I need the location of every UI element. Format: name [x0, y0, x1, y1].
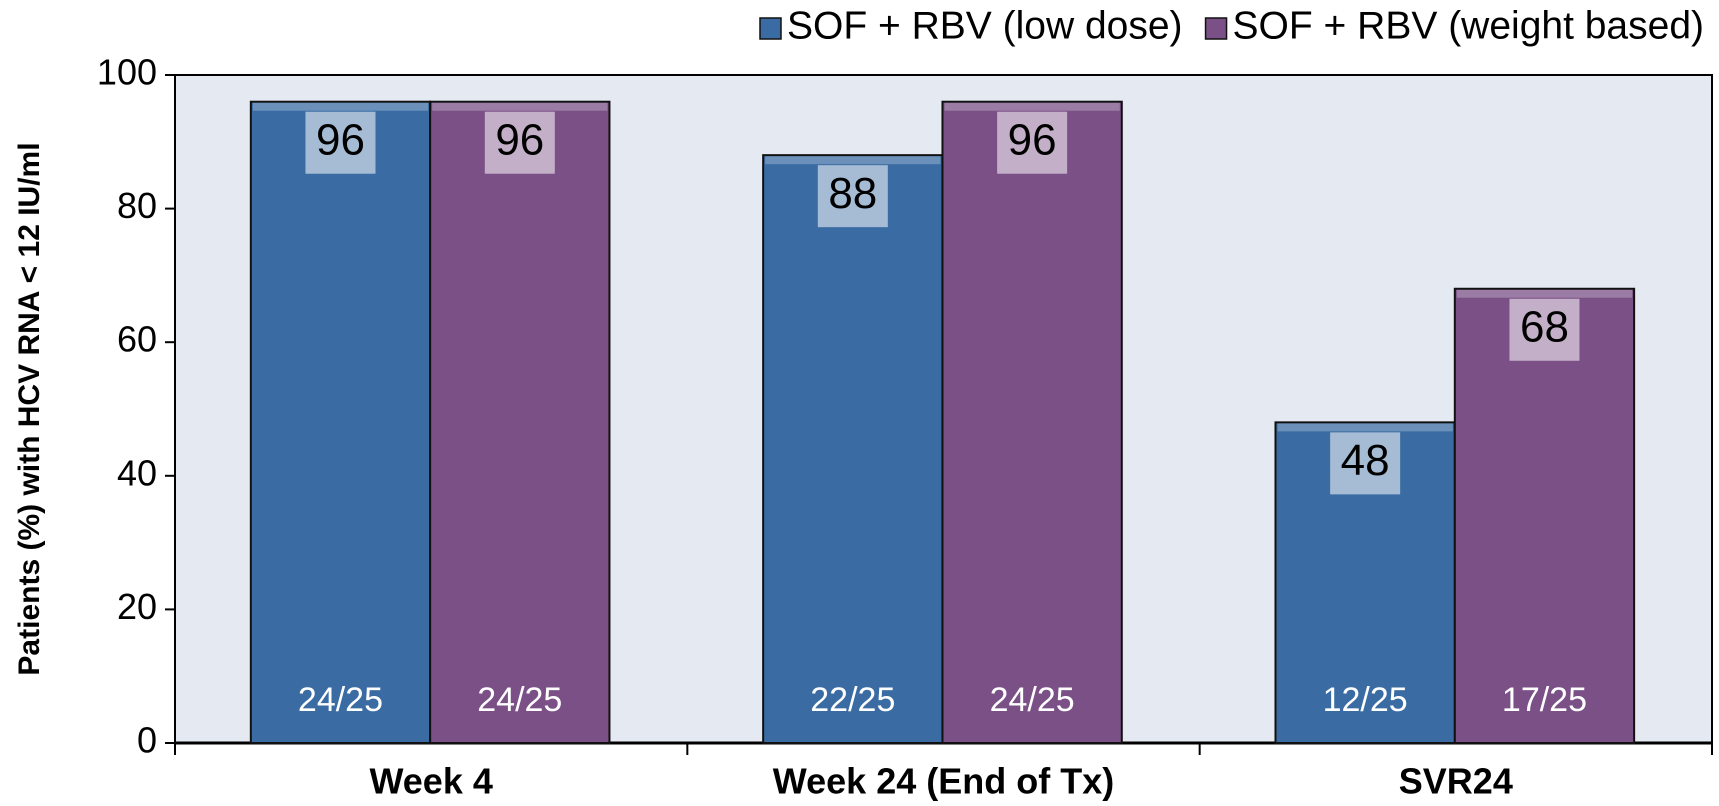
bar-highlight — [944, 102, 1120, 111]
bar-highlight — [1456, 289, 1633, 298]
bar-highlight — [432, 102, 608, 111]
value-label: 96 — [1008, 115, 1057, 164]
count-label: 22/25 — [810, 681, 895, 719]
bar — [941, 100, 1123, 745]
x-tick-label: SVR24 — [1399, 761, 1513, 802]
value-label: 96 — [316, 115, 365, 164]
y-tick-label: 100 — [97, 52, 157, 93]
x-tick-label: Week 24 (End of Tx) — [773, 761, 1114, 802]
legend-marker — [1204, 17, 1228, 40]
value-label-bg — [305, 111, 376, 174]
count-label: 24/25 — [298, 681, 383, 719]
bar — [762, 154, 944, 745]
y-tick-label: 80 — [117, 185, 157, 226]
count-label: 24/25 — [477, 681, 562, 719]
value-label-bg — [997, 111, 1068, 174]
legend-label: SOF + RBV (low dose) — [787, 4, 1183, 47]
bar-highlight — [252, 102, 429, 111]
bar-highlight — [765, 156, 941, 165]
bar — [249, 100, 432, 745]
y-axis-title: Patients (%) with HCV RNA < 12 IU/ml — [13, 142, 46, 675]
x-tick-label: Week 4 — [369, 761, 492, 802]
value-label-bg — [484, 111, 555, 174]
legend-label: SOF + RBV (weight based) — [1233, 4, 1704, 47]
bar — [429, 100, 611, 745]
count-label: 24/25 — [990, 681, 1075, 719]
y-tick-label: 0 — [137, 720, 157, 761]
value-label: 48 — [1341, 436, 1390, 485]
value-label: 96 — [495, 115, 544, 164]
value-label: 68 — [1520, 302, 1569, 351]
y-tick-label: 40 — [117, 452, 157, 493]
value-label-bg — [817, 165, 888, 228]
bar-highlight — [1277, 423, 1453, 432]
value-label: 88 — [828, 169, 877, 218]
y-tick-label: 20 — [117, 586, 157, 627]
count-label: 17/25 — [1502, 681, 1587, 719]
count-label: 12/25 — [1323, 681, 1408, 719]
value-label-bg — [1509, 298, 1580, 361]
value-label-bg — [1330, 432, 1401, 495]
legend-marker — [759, 17, 782, 40]
y-tick-label: 60 — [117, 319, 157, 360]
bar — [1453, 287, 1636, 744]
